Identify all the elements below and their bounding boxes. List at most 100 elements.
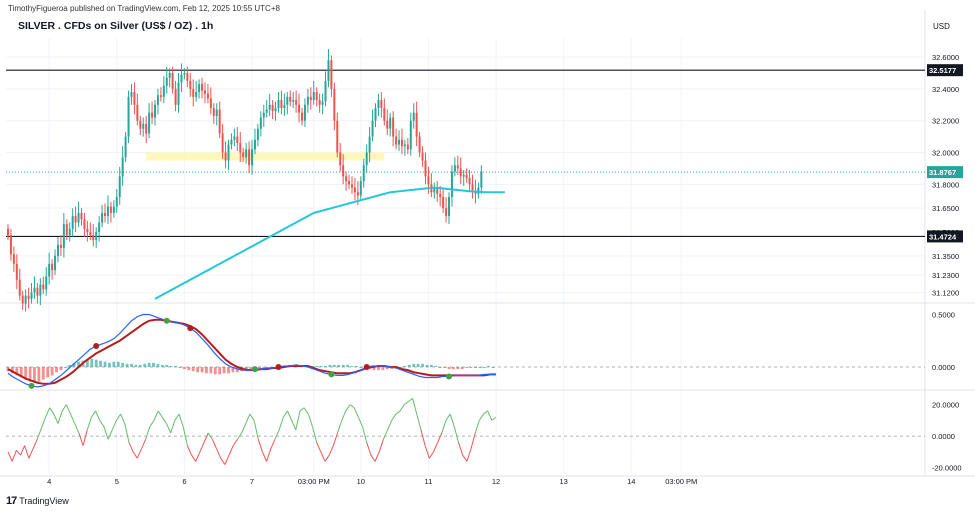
candle-body [192,88,195,97]
symbol-title[interactable]: SILVER . CFDs on Silver (US$ / OZ) . 1h [18,20,214,32]
rsi-segment [470,432,476,449]
candle-body [256,128,259,140]
candle-body [145,123,148,134]
macd-histogram-bar [478,367,482,368]
macd-histogram-bar [209,367,213,374]
tradingview-logo-icon: 17 [6,495,17,507]
candle-body [236,136,239,143]
macd-histogram-bar [407,364,411,367]
time-tick-label: 13 [559,477,567,486]
time-axis[interactable]: 4 5 6 7 03:00 PM 10 11 12 13 14 03:00 PM [47,477,697,486]
macd-histogram-bar [465,367,469,369]
macd-histogram-bar [377,367,380,371]
macd-histogram-bar [332,364,336,367]
rsi-segment [278,417,284,431]
macd-histogram-bar [130,363,133,367]
rsi-segment [270,439,276,449]
rsi-segment [132,451,138,459]
candle-body [212,107,215,116]
rsi-segment [7,451,13,462]
macd-histogram-bar [452,367,455,370]
macd-tick-label: 0.0000 [932,363,955,372]
rsi-segment [141,439,147,449]
price-axis[interactable]: 32.6000 32.4000 32.2000 32.0000 31.8000 31.65… [927,53,963,473]
horizontal-lines[interactable] [6,69,925,238]
candle-body [406,144,409,150]
macd-histogram-bar [200,367,204,373]
candle-body [59,244,62,248]
tradingview-logo[interactable]: 17 TradingView [6,495,69,507]
macd-histogram-bar [85,359,89,367]
rsi-tick-label: -20.0000 [932,464,962,473]
candle-body [324,80,327,102]
candle-body [251,149,254,166]
candle-body [350,184,353,188]
candle-body [398,139,401,145]
macd-histogram-bar [112,361,116,367]
macd-histogram-bar [350,365,354,367]
candle-body [327,60,330,81]
price-tick-label: 32.0000 [932,149,959,158]
candle-body [427,176,430,185]
candle-body [259,117,262,129]
candle-body [403,144,406,147]
time-tick-label: 5 [115,477,119,486]
macd-histogram-bar [191,367,195,372]
currency-label[interactable]: USD [933,22,950,31]
price-tick-label: 32.4000 [932,85,959,94]
macd-histogram-bar [482,367,486,368]
macd-histogram-bar [429,364,433,367]
price-tick-label: 32.6000 [932,53,959,62]
rsi-segment [237,432,243,440]
rsi-segment [474,420,480,434]
rsi-segment [103,426,109,440]
candle-body [306,96,309,105]
candle-body [303,104,306,121]
candle-body [159,95,162,97]
rsi-segment [95,410,101,421]
rsi-segment [207,432,213,440]
rsi-segment [357,417,364,427]
rsi-segment [28,448,34,459]
rsi-segment [295,410,301,430]
candle-body [142,123,145,129]
macd-histogram-bar [438,367,442,369]
macd-histogram-bar [324,365,327,367]
macd-histogram-bar [421,363,424,367]
candle-body [277,100,280,108]
rsi-segment [107,429,113,440]
macd-histogram-bar [399,367,402,368]
candle-body [42,284,45,290]
candle-body [48,263,51,277]
candle-body [309,96,312,101]
macd-histogram-bar [90,358,94,367]
macd-histogram-bar [385,367,389,370]
candle-body [333,88,336,121]
rsi-segment [387,420,393,431]
candle-body [148,112,151,134]
candle-body [198,84,201,93]
rsi-segment [374,451,380,462]
rsi-segment [307,413,313,427]
macd-histogram-bar [337,364,341,367]
macd-histogram-bar [187,367,191,371]
rsi-segment [157,410,163,418]
candle-body [289,96,292,102]
candle-body [348,181,351,185]
candle-body [139,120,142,129]
macd-histogram-bar [196,367,200,373]
macd-histogram-bar [41,367,45,380]
rsi-segment [303,407,309,415]
macd-cross-down-marker [93,343,100,349]
candle-body [315,92,318,101]
candle-body [395,136,398,145]
candle-body [83,219,86,229]
candle-body [412,112,415,121]
candle-body [248,149,251,166]
macd-histogram-bar [55,367,58,373]
rsi-segment [274,429,280,440]
rsi-segment [433,442,439,453]
candle-body [112,206,115,213]
candle-body [471,184,474,191]
